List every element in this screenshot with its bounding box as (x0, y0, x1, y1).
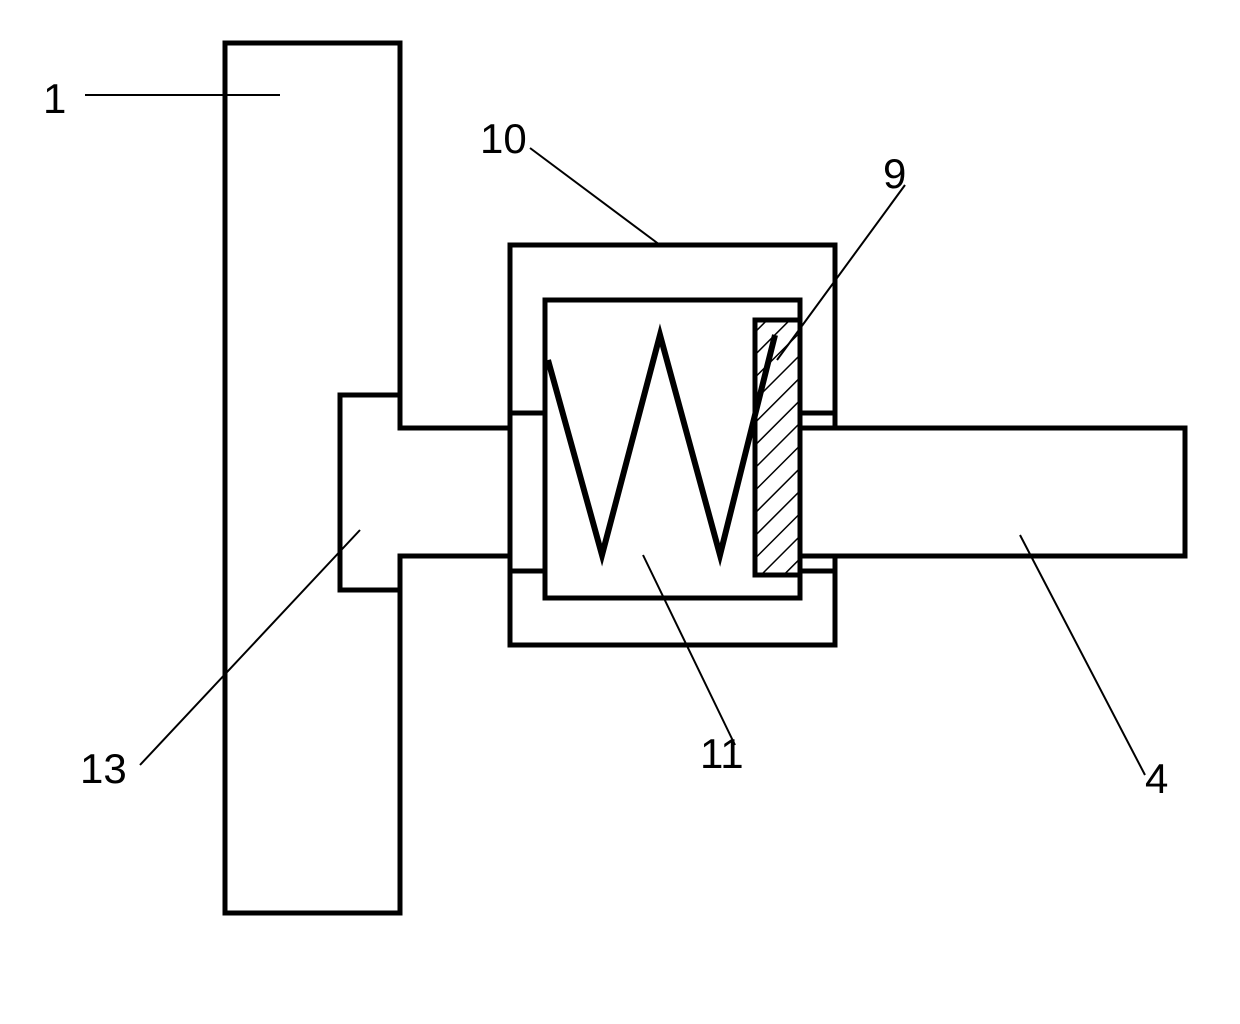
right-shaft (800, 428, 1185, 556)
leader-line-11 (643, 555, 735, 745)
leader-line-4 (1020, 535, 1145, 775)
label-10: 10 (480, 115, 527, 163)
diagram-container: 1 10 9 13 11 4 (0, 0, 1240, 1019)
leader-line-13 (140, 530, 360, 765)
leader-line-9 (777, 185, 905, 360)
label-11: 11 (700, 730, 744, 778)
leader-line-10 (530, 148, 660, 245)
label-4: 4 (1145, 755, 1168, 803)
vertical-column (225, 43, 400, 913)
label-13: 13 (80, 745, 127, 793)
left-connector (340, 395, 510, 590)
diagram-svg (0, 0, 1240, 1019)
spring (548, 335, 775, 555)
label-9: 9 (883, 150, 906, 198)
label-1: 1 (43, 75, 66, 123)
